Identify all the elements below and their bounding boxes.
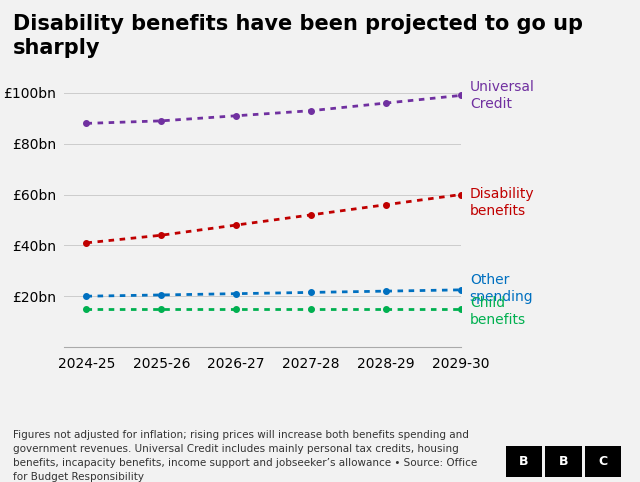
Text: B: B (559, 455, 568, 468)
Text: Universal
Credit: Universal Credit (470, 80, 534, 111)
Text: Other
spending: Other spending (470, 273, 533, 304)
Text: Disability benefits have been projected to go up sharply: Disability benefits have been projected … (13, 14, 583, 58)
Text: Child
benefits: Child benefits (470, 296, 526, 327)
Text: C: C (598, 455, 608, 468)
Text: Disability
benefits: Disability benefits (470, 187, 534, 218)
Text: Figures not adjusted for inflation; rising prices will increase both benefits sp: Figures not adjusted for inflation; risi… (13, 430, 477, 482)
Text: B: B (519, 455, 529, 468)
